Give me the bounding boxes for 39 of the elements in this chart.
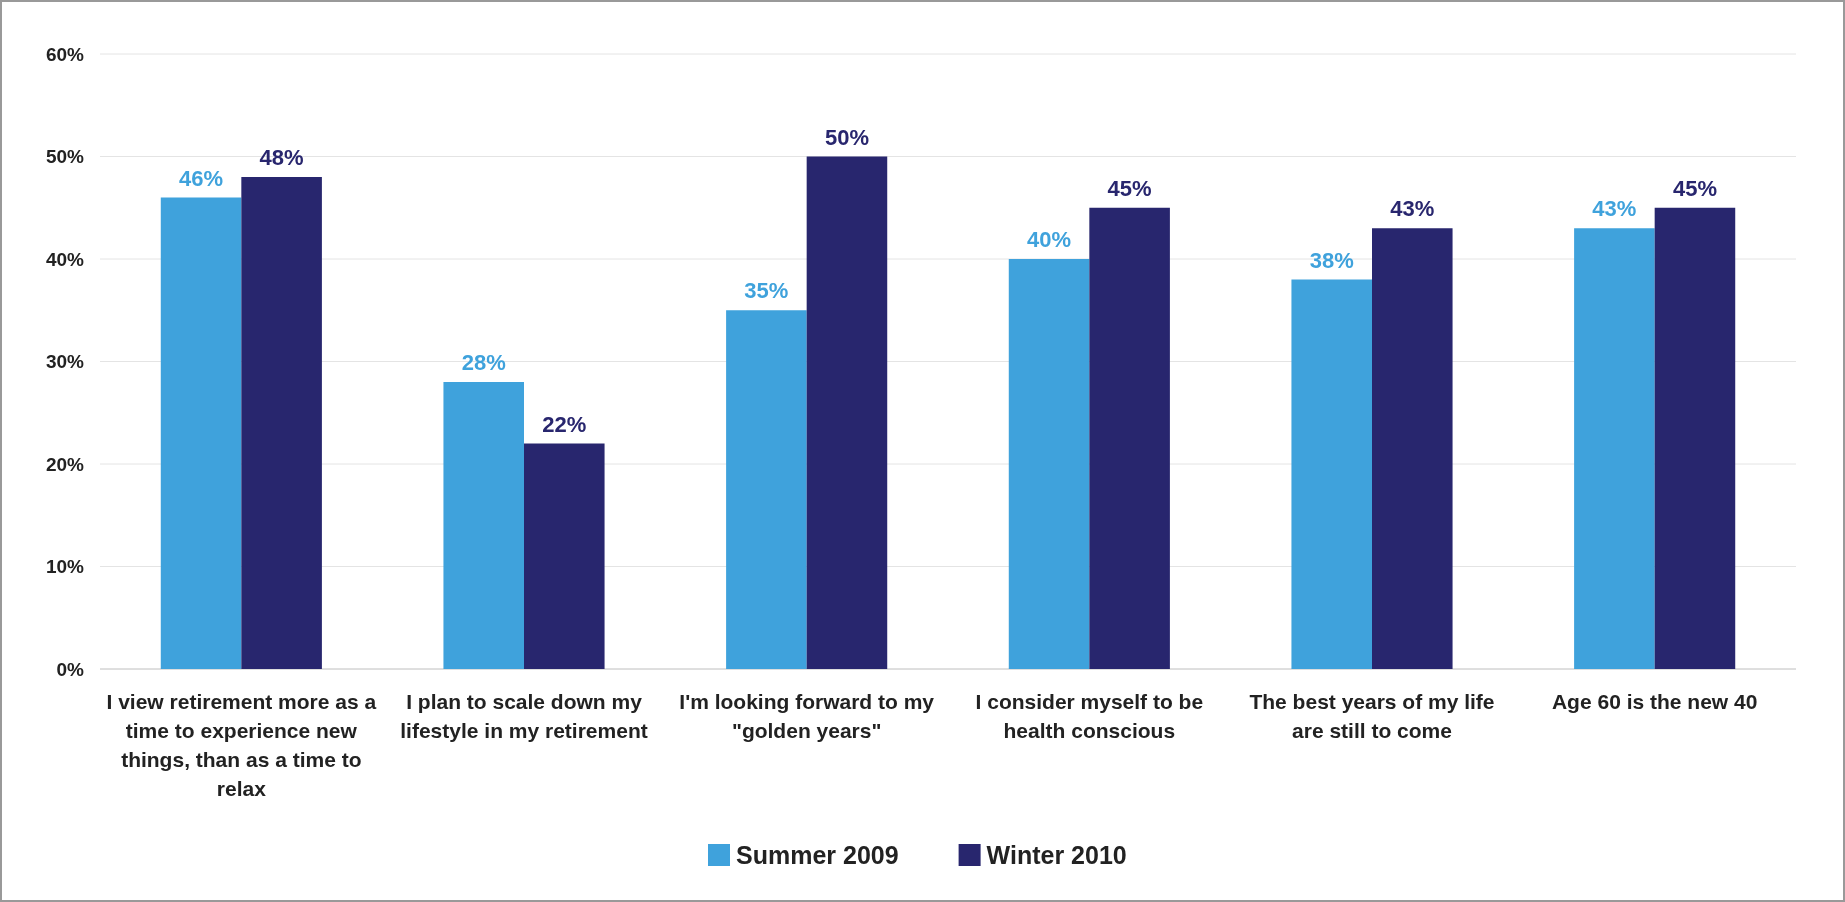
bar [806,156,888,669]
bar [726,310,807,669]
y-tick-label: 50% [45,146,85,168]
bar [1291,279,1372,669]
x-tick-label: I consider myself to be health conscious [975,690,1204,742]
y-tick-label: 20% [45,453,85,475]
data-label: 45% [1672,175,1717,201]
data-label: 35% [744,278,789,304]
data-label: 22% [542,411,587,437]
data-label: 46% [179,165,224,191]
x-tick-label: I'm looking forward to my "golden years" [679,690,935,742]
x-tick-label: The best years of my life are still to come [1249,690,1495,742]
bar [1008,259,1090,669]
y-tick-label: 60% [45,43,85,65]
y-tick-label: 10% [45,556,85,578]
bar [1089,207,1170,669]
y-tick-label: 0% [56,658,85,680]
data-label: 43% [1592,196,1637,222]
data-label: 45% [1107,175,1152,201]
bar [1372,228,1453,669]
x-tick-label: I plan to scale down my lifestyle in my retirement [400,690,648,742]
data-label: 28% [461,350,506,375]
bar [1654,207,1736,669]
data-label: 48% [259,145,304,170]
legend-label: Winter 2010 [986,841,1127,869]
x-tick-label: Age 60 is the new 40 [1551,690,1758,713]
x-tick-label: I view retirement more as a time to experience new things, than as a time to relax [106,690,377,800]
bar [160,197,242,669]
bar [524,443,605,669]
bar [443,382,524,669]
bar [241,177,322,669]
legend-label: Summer 2009 [736,841,899,869]
data-label: 43% [1390,196,1435,222]
y-tick-label: 40% [45,248,85,270]
data-label: 40% [1027,227,1072,252]
data-label: 50% [824,124,869,150]
data-label: 38% [1309,247,1354,273]
bar [1574,228,1655,669]
y-tick-label: 30% [45,351,85,373]
